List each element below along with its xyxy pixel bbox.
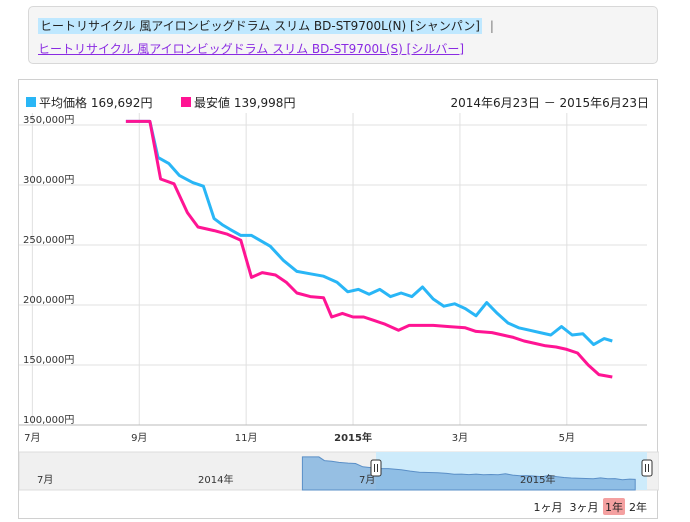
x-tick-label: 11月 [235,432,258,444]
variant-separator: | [489,19,494,33]
navigator-label: 2015年 [520,473,555,486]
navigator-right-handle[interactable] [641,459,653,477]
min-price-line [125,119,613,379]
price-chart: 平均価格 169,692円 最安値 139,998円 2014年6月23日 － … [19,95,659,515]
range-button-2年[interactable]: 2年 [629,500,647,514]
x-tick-label: 2015年 [334,431,372,444]
range-button-label: 1年 [605,500,623,514]
navigator-series-area [301,456,636,491]
handle-body [641,459,653,477]
avg-price-line [125,119,613,347]
x-tick-label: 7月 [24,432,40,444]
y-tick-label: 250,000円 [23,235,74,246]
navigator-label: 7月 [359,474,375,486]
variant-selector: ヒートリサイクル 風アイロンビッグドラム スリム BD-ST9700L(N) [… [28,6,658,64]
x-axis-ticks: 7月 9月 11月 2015年 3月 5月 [24,431,575,444]
y-axis-ticks: 100,000円 150,000円 200,000円 250,000円 300,000円… [23,115,74,426]
range-navigator[interactable]: 7月 2014年 7月 2015年 [19,451,659,491]
current-variant: ヒートリサイクル 風アイロンビッグドラム スリム BD-ST9700L(N) [… [38,17,494,34]
range-button-label: 1ヶ月 [534,501,563,514]
x-tick-label: 5月 [559,432,575,444]
legend-min-swatch [181,97,191,107]
x-tick-label: 9月 [131,432,147,444]
navigator-label: 2014年 [198,473,233,486]
range-button-1年[interactable]: 1年 [603,498,625,515]
range-button-active-bg [603,498,625,515]
date-range: 2014年6月23日 － 2015年6月23日 [450,96,649,110]
other-variant-link[interactable]: ヒートリサイクル 風アイロンビッグドラム スリム BD-ST9700L(S) [… [38,42,465,56]
range-button-label: 3ヶ月 [570,501,599,514]
price-chart-panel: 平均価格 169,692円 最安値 139,998円 2014年6月23日 － … [18,79,659,519]
legend-min-label[interactable]: 最安値 139,998円 [194,95,295,110]
range-button-label: 2年 [629,500,647,514]
y-tick-label: 150,000円 [23,355,74,366]
grid [19,113,647,426]
series-lines [125,119,613,379]
y-tick-label: 100,000円 [23,415,74,426]
legend-avg-label[interactable]: 平均価格 169,692円 [39,95,152,110]
navigator-label: 7月 [37,474,53,486]
legend-avg-swatch [26,97,36,107]
navigator-left-handle[interactable] [370,459,382,477]
y-tick-label: 300,000円 [23,175,74,186]
range-button-1ヶ月[interactable]: 1ヶ月 [534,501,563,514]
handle-body [370,459,382,477]
current-variant-label: ヒートリサイクル 風アイロンビッグドラム スリム BD-ST9700L(N) [… [38,18,482,34]
x-tick-label: 3月 [452,432,468,444]
y-tick-label: 350,000円 [23,115,74,126]
range-buttons: 1ヶ月 3ヶ月 1年 2年 [534,498,647,515]
y-tick-label: 200,000円 [23,295,74,306]
range-button-3ヶ月[interactable]: 3ヶ月 [570,501,599,514]
